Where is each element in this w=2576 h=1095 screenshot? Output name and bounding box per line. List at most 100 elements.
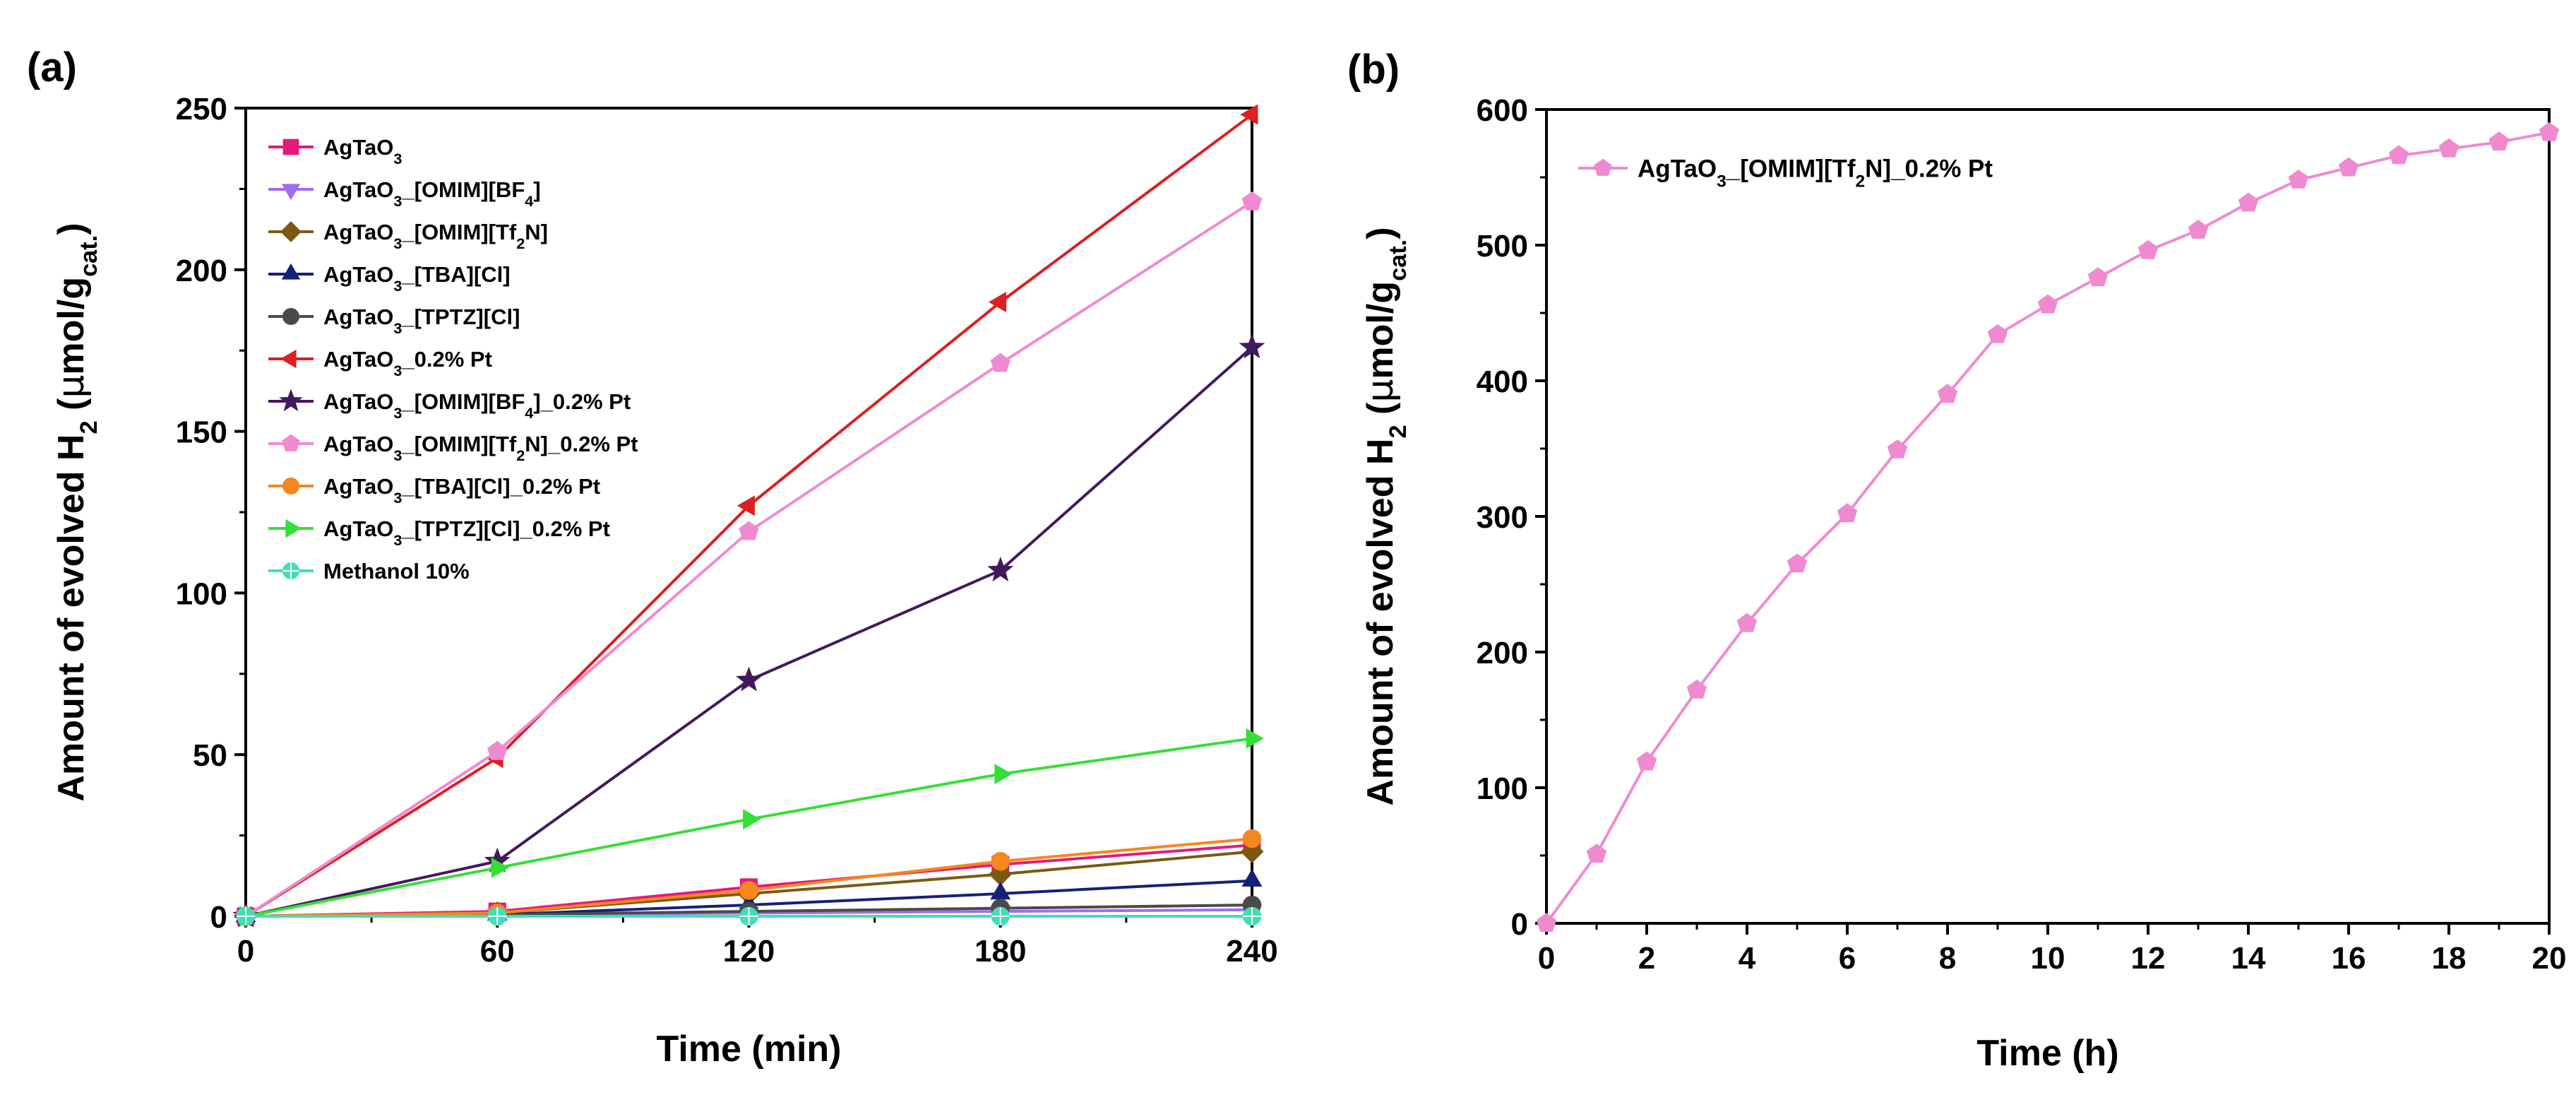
legend-marker <box>282 434 300 451</box>
data-point <box>1887 439 1908 458</box>
data-point <box>987 556 1014 582</box>
data-point <box>1837 503 1858 523</box>
x-tick-label: 2 <box>1638 941 1655 976</box>
legend-item: AgTaO3_0.2% Pt <box>268 347 492 379</box>
data-point <box>1636 751 1657 771</box>
series-10 <box>236 906 1262 926</box>
series-9 <box>239 728 1264 927</box>
legend-marker <box>282 478 299 495</box>
x-axis-title: Time (min) <box>657 1029 842 1070</box>
data-point <box>2539 122 2560 141</box>
x-axis-title: Time (h) <box>1976 1033 2118 1074</box>
y-tick-label: 250 <box>176 92 227 126</box>
legend-label: AgTaO3_[OMIM][BF4]_0.2% Pt <box>323 389 631 422</box>
data-point <box>491 857 509 878</box>
data-point <box>736 666 762 692</box>
data-point <box>1240 104 1258 125</box>
x-tick-label: 16 <box>2332 941 2366 976</box>
data-point <box>1242 829 1262 848</box>
data-point <box>236 906 256 926</box>
data-point <box>739 881 758 900</box>
data-point <box>2238 192 2259 212</box>
data-point <box>990 353 1010 372</box>
legend-item: Methanol 10% <box>268 559 470 584</box>
x-tick-label: 6 <box>1839 941 1856 976</box>
data-point <box>2438 138 2459 158</box>
legend-label: AgTaO3 <box>323 135 402 167</box>
y-tick-label: 300 <box>1477 500 1528 535</box>
legend-label: AgTaO3_[TBA][Cl] <box>323 262 511 295</box>
legend-item: AgTaO3_[OMIM][Tf2N] <box>268 220 548 252</box>
data-point <box>1586 844 1607 863</box>
data-point <box>2388 145 2409 165</box>
data-point <box>1239 333 1265 359</box>
x-tick-label: 8 <box>1939 941 1956 976</box>
data-point <box>991 906 1010 926</box>
legend-marker <box>282 562 299 579</box>
legend-item: AgTaO3_[TBA][Cl] <box>268 262 511 295</box>
y-axis-title: Amount of evolved H2 (μmol/gcat.) <box>50 223 102 801</box>
y-tick-label: 200 <box>176 254 227 288</box>
data-point <box>989 292 1007 313</box>
y-tick-label: 400 <box>1477 365 1528 399</box>
legend-item: AgTaO3_[TPTZ][Cl]_0.2% Pt <box>268 516 610 549</box>
legend: AgTaO3_[OMIM][Tf2N]_0.2% Pt <box>1578 155 1993 191</box>
legend-label: AgTaO3_[OMIM][Tf2N]_0.2% Pt <box>1638 155 1993 191</box>
legend-marker <box>282 138 299 155</box>
data-point <box>2188 219 2209 239</box>
y-tick-label: 500 <box>1477 229 1528 264</box>
x-tick-label: 12 <box>2131 941 2166 976</box>
y-tick-label: 100 <box>176 576 227 611</box>
series-line <box>1545 131 2550 925</box>
data-point <box>1987 324 2008 343</box>
x-tick-label: 60 <box>480 934 515 969</box>
series-0 <box>1536 122 2560 932</box>
x-tick-label: 10 <box>2031 941 2065 976</box>
data-point <box>1787 553 1808 573</box>
legend-label: AgTaO3_[TBA][Cl]_0.2% Pt <box>323 474 600 507</box>
x-tick-label: 14 <box>2231 941 2266 976</box>
data-point <box>2488 131 2510 151</box>
legend-label: AgTaO3_[TPTZ][Cl]_0.2% Pt <box>323 516 610 549</box>
data-point <box>994 764 1013 785</box>
data-point <box>991 851 1010 871</box>
legend-marker <box>279 389 303 412</box>
y-tick-label: 50 <box>193 738 227 773</box>
data-point <box>1241 868 1263 887</box>
data-point <box>739 521 759 540</box>
legend-label: AgTaO3_0.2% Pt <box>323 347 492 379</box>
data-point <box>1686 679 1707 699</box>
legend-label: AgTaO3_[OMIM][BF4] <box>323 177 541 210</box>
data-point <box>743 809 761 830</box>
data-point <box>1241 191 1263 211</box>
legend-marker <box>285 519 302 538</box>
legend-item: AgTaO3_[OMIM][BF4] <box>268 177 541 210</box>
x-tick-label: 0 <box>237 934 254 969</box>
x-tick-label: 240 <box>1226 934 1277 969</box>
y-tick-label: 600 <box>1477 93 1528 128</box>
legend-label: AgTaO3_[TPTZ][Cl] <box>323 304 520 337</box>
legend-marker <box>281 263 301 280</box>
legend-item: AgTaO3 <box>268 135 402 167</box>
data-point <box>1242 906 1262 926</box>
legend-label: AgTaO3_[OMIM][Tf2N] <box>323 220 548 252</box>
series-line <box>245 346 1253 918</box>
x-tick-label: 18 <box>2432 941 2467 976</box>
legend: AgTaO3 AgTaO3_[OMIM][BF4] AgTaO3_[OMIM][Tf… <box>268 135 638 584</box>
data-point <box>990 882 1011 900</box>
y-tick-label: 0 <box>1511 907 1528 942</box>
legend-marker <box>281 184 301 201</box>
x-tick-label: 120 <box>723 934 775 969</box>
legend-item: AgTaO3_[TBA][Cl]_0.2% Pt <box>268 474 600 507</box>
data-point <box>1246 728 1264 749</box>
panel-a-chart: (a) 0 60 120 180 240 0 50 100 150 200 250 Time (min)… <box>27 45 1278 1070</box>
data-point <box>487 740 508 760</box>
y-axis-title: Amount of evolved H2 (μmol/gcat.) <box>1359 227 1412 805</box>
data-point <box>2037 294 2058 314</box>
series-6 <box>232 333 1265 928</box>
data-point <box>1536 913 1557 932</box>
legend-label: AgTaO3_[OMIM][Tf2N]_0.2% Pt <box>323 432 638 464</box>
data-point <box>1937 384 1958 403</box>
data-point <box>737 495 755 516</box>
